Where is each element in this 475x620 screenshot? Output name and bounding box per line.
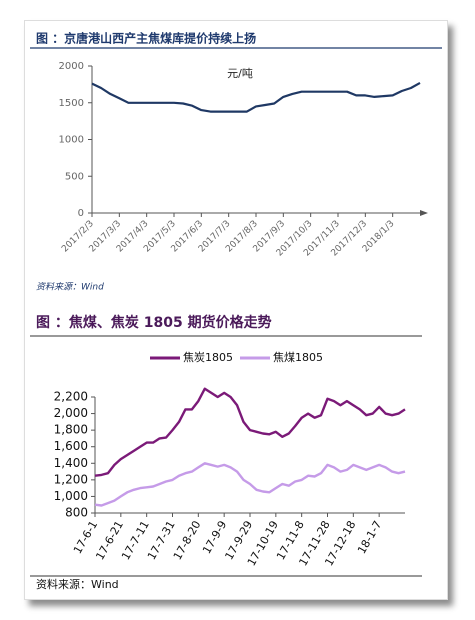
x-tick-label: 18-1-7 xyxy=(355,519,384,557)
y-tick-label: 1,200 xyxy=(54,472,88,486)
y-tick-label: 800 xyxy=(65,506,88,520)
y-tick-label: 2000 xyxy=(59,61,84,72)
unit-label: 元/吨 xyxy=(227,67,253,80)
chart-title: 图 ：京唐港山西产主焦煤库提价持续上扬 xyxy=(36,31,256,46)
legend-label: 焦炭1805 xyxy=(183,351,233,364)
y-tick-label: 1000 xyxy=(59,135,84,146)
y-tick-label: 1,600 xyxy=(54,439,88,453)
y-tick-label: 500 xyxy=(65,171,84,182)
y-tick-label: 0 xyxy=(78,208,84,219)
y-tick-label: 2,200 xyxy=(54,390,88,404)
source: 资料来源：Wind xyxy=(36,577,119,591)
legend-label: 焦煤1805 xyxy=(273,351,323,364)
y-tick-label: 1,800 xyxy=(54,423,88,437)
series-line xyxy=(94,462,406,507)
y-tick-label: 1,400 xyxy=(54,456,88,470)
chart-title: 图 ：焦煤、焦炭 1805 期货价格走势 xyxy=(36,314,272,331)
series-line xyxy=(94,387,406,477)
y-tick-label: 2,000 xyxy=(54,406,88,420)
y-tick-label: 1,000 xyxy=(54,489,88,503)
source: 资料来源：Wind xyxy=(36,282,104,293)
y-tick-label: 1500 xyxy=(59,98,84,109)
series-line xyxy=(91,81,421,113)
axis-arrow xyxy=(420,210,428,216)
